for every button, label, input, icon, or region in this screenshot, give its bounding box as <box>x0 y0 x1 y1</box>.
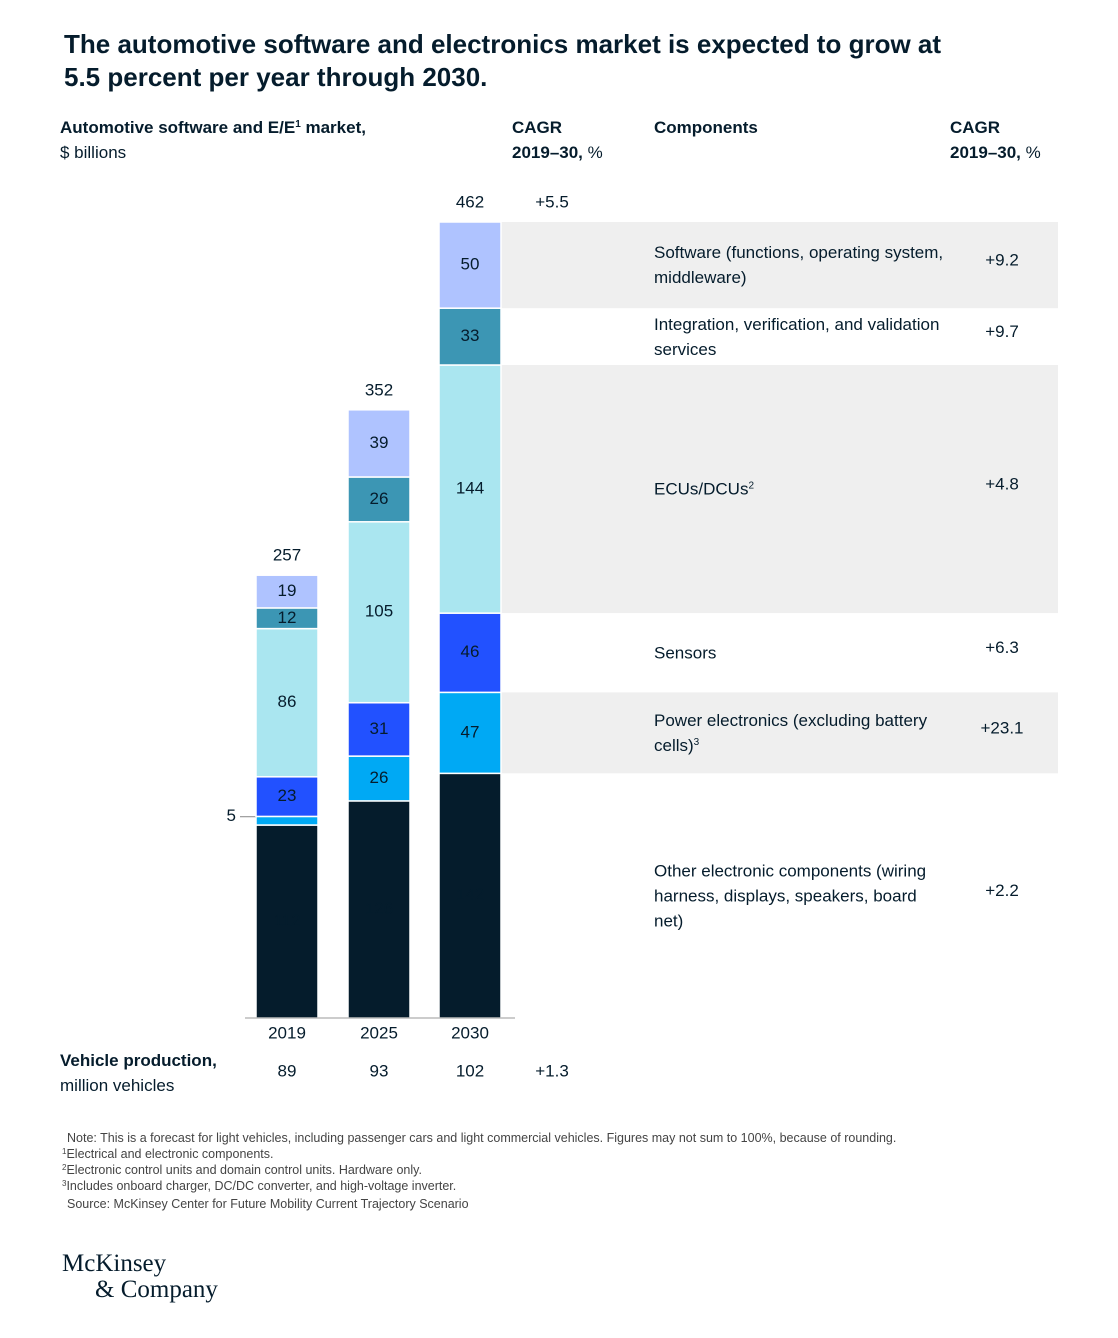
cagr-period: 2019–30, <box>950 143 1021 162</box>
value-label: 5 <box>227 806 236 825</box>
footnote-text: Electrical and electronic components. <box>66 1147 274 1161</box>
total-label: 257 <box>273 546 301 565</box>
bar-segment <box>347 800 411 1019</box>
cagr-unit: % <box>1025 143 1041 162</box>
component-cagr: +4.8 <box>985 475 1019 494</box>
logo: & Company <box>95 1276 218 1303</box>
footnote-marker: 3 <box>693 736 700 748</box>
bar-segment <box>438 364 502 614</box>
component-cagr: +6.3 <box>985 638 1019 657</box>
bar-segment <box>347 476 411 523</box>
footnote-marker: 2 <box>62 1163 67 1172</box>
x-tick-label: 2019 <box>268 1023 306 1042</box>
footnote-marker: 1 <box>295 119 301 130</box>
y-label-text: Automotive software and E/E <box>60 118 296 137</box>
y-label-text: market, <box>300 118 366 137</box>
components-header: Components <box>654 118 758 137</box>
component-name: Sensors <box>654 640 949 665</box>
component-cagr: +9.7 <box>985 322 1019 341</box>
footnote: 3Includes onboard charger, DC/DC convert… <box>62 1178 456 1194</box>
source: Source: McKinsey Center for Future Mobil… <box>67 1197 469 1211</box>
row-band <box>501 222 1058 309</box>
value-label: 46 <box>461 642 480 661</box>
production-value: 93 <box>370 1061 389 1080</box>
total-label: 352 <box>365 380 393 399</box>
x-tick-label: 2030 <box>451 1023 489 1042</box>
bar-segment <box>438 691 502 775</box>
value-label: 31 <box>370 719 389 738</box>
value-label: 47 <box>461 722 480 741</box>
component-cagr: +9.2 <box>985 251 1019 270</box>
value-label: 26 <box>370 489 389 508</box>
legend-label: Software (functions, operating system, m… <box>654 243 944 288</box>
component-name: Integration, verification, and validatio… <box>654 312 949 362</box>
bar-segment <box>255 627 319 778</box>
bar-segment <box>438 221 502 309</box>
footnote-text: Includes onboard charger, DC/DC converte… <box>66 1179 457 1193</box>
cagr-header: 2019–30, % <box>950 140 1041 165</box>
row-band <box>501 365 1058 614</box>
production-cagr: +1.3 <box>535 1061 569 1080</box>
footnote-marker: 2 <box>748 480 755 492</box>
cagr-unit: % <box>587 143 603 162</box>
legend-label: Power electronics (excluding battery cel… <box>654 710 928 755</box>
value-label: 26 <box>370 768 389 787</box>
value-label: 39 <box>370 433 389 452</box>
footnote: 1Electrical and electronic components. <box>62 1146 274 1162</box>
component-name: Power electronics (excluding battery cel… <box>654 708 949 758</box>
legend-label: Integration, verification, and validatio… <box>654 314 940 359</box>
total-cagr: +5.5 <box>535 192 569 211</box>
component-name: Other electronic components (wiring harn… <box>654 858 949 933</box>
value-label: 33 <box>461 326 480 345</box>
production-label: Vehicle production, <box>60 1051 217 1070</box>
bar-segment <box>347 409 411 478</box>
cagr-header: CAGR <box>950 118 1001 137</box>
value-label: 142 <box>456 885 484 904</box>
y-unit: $ billions <box>60 143 127 162</box>
bar-segment <box>347 755 411 802</box>
production-unit: million vehicles <box>60 1076 175 1095</box>
x-tick-label: 2025 <box>360 1023 398 1042</box>
value-label: 23 <box>278 786 297 805</box>
cagr-header: 2019–30, % <box>512 140 603 165</box>
bar-segment <box>438 772 502 1019</box>
title: The automotive software and electronics … <box>64 29 942 92</box>
bar-segment <box>438 307 502 366</box>
component-name: ECUs/DCUs2 <box>654 477 949 502</box>
value-label: 19 <box>278 581 297 600</box>
legend-label: ECUs/DCUs <box>654 479 749 499</box>
component-cagr: +2.2 <box>985 881 1019 900</box>
production-value: 89 <box>278 1061 297 1080</box>
footnote: 2Electronic control units and domain con… <box>62 1162 422 1178</box>
y-label: Automotive software and E/E1 market, <box>60 115 366 140</box>
production-value: 102 <box>456 1061 484 1080</box>
bar-segment <box>255 574 319 609</box>
component-name: Software (functions, operating system, m… <box>654 240 949 290</box>
cagr-period: 2019–30, <box>512 143 583 162</box>
value-label: 86 <box>278 692 297 711</box>
footnote-text: Electronic control units and domain cont… <box>66 1163 422 1177</box>
total-label: 462 <box>456 192 484 211</box>
cagr-header: CAGR <box>512 118 563 137</box>
footnote-marker: 3 <box>62 1179 67 1188</box>
bar-segment <box>347 701 411 757</box>
logo: McKinsey <box>62 1250 167 1277</box>
footnote-marker: 1 <box>62 1147 67 1156</box>
value-label: 12 <box>278 608 297 627</box>
legend-label: Sensors <box>654 643 717 663</box>
bar-segment <box>255 815 319 826</box>
value-label: 112 <box>273 911 300 930</box>
value-label: 144 <box>456 479 484 498</box>
legend-label: Other electronic components (wiring harn… <box>654 861 927 931</box>
bar-segment <box>438 612 502 694</box>
row-band <box>501 692 1058 774</box>
component-cagr: +23.1 <box>980 718 1023 737</box>
value-label: 105 <box>365 602 393 621</box>
value-label: 126 <box>365 899 393 918</box>
note: Note: This is a forecast for light vehic… <box>67 1131 897 1145</box>
value-label: 50 <box>461 255 480 274</box>
